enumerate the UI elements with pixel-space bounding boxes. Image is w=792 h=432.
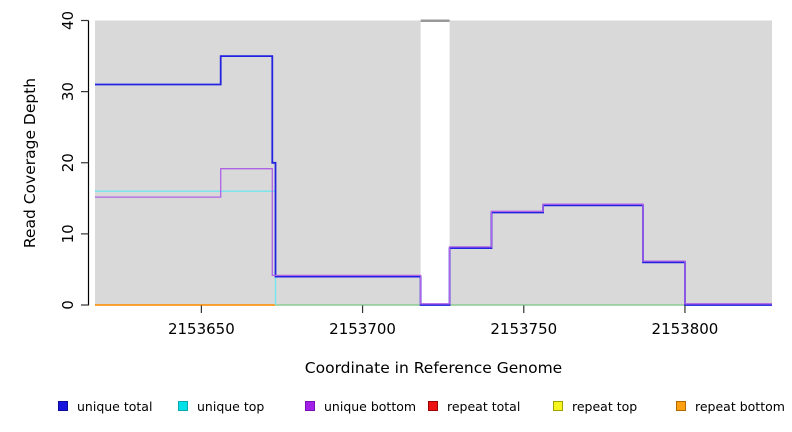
legend-item-unique-top: unique top [178, 398, 265, 414]
masked-region [420, 20, 450, 305]
legend-label: repeat bottom [695, 398, 785, 414]
series-unique-bottom [95, 168, 772, 305]
x-tick-label: 2153650 [168, 320, 235, 338]
legend-label: repeat total [447, 398, 521, 414]
legend-item-repeat-top: repeat top [553, 398, 638, 414]
legend-item-unique-bottom: unique bottom [305, 398, 417, 414]
unique-top-swatch-icon [178, 401, 188, 411]
x-tick-label: 2153700 [329, 320, 396, 338]
unique-bottom-swatch-icon [305, 401, 315, 411]
masked-region-cap [420, 19, 450, 22]
legend-label: unique total [77, 398, 153, 414]
unique-total-swatch-icon [58, 401, 68, 411]
x-tick-label: 2153800 [652, 320, 719, 338]
y-tick-label: 30 [59, 82, 77, 101]
repeat-total-swatch-icon [428, 401, 438, 411]
repeat-top-swatch-icon [553, 401, 563, 411]
repeat-bottom-swatch-icon [676, 401, 686, 411]
legend-label: unique bottom [324, 398, 417, 414]
y-tick-label: 40 [59, 11, 77, 30]
legend-item-repeat-total: repeat total [428, 398, 521, 414]
legend-label: unique top [197, 398, 265, 414]
y-axis-label: Read Coverage Depth [21, 77, 39, 249]
legend-label: repeat top [572, 398, 638, 414]
y-tick-label: 0 [59, 300, 77, 310]
legend-item-unique-total: unique total [58, 398, 153, 414]
legend-item-repeat-bottom: repeat bottom [676, 398, 785, 414]
x-axis-label: Coordinate in Reference Genome [304, 359, 563, 377]
y-tick-label: 20 [59, 153, 77, 172]
y-tick-label: 10 [59, 224, 77, 243]
x-tick-label: 2153750 [490, 320, 557, 338]
